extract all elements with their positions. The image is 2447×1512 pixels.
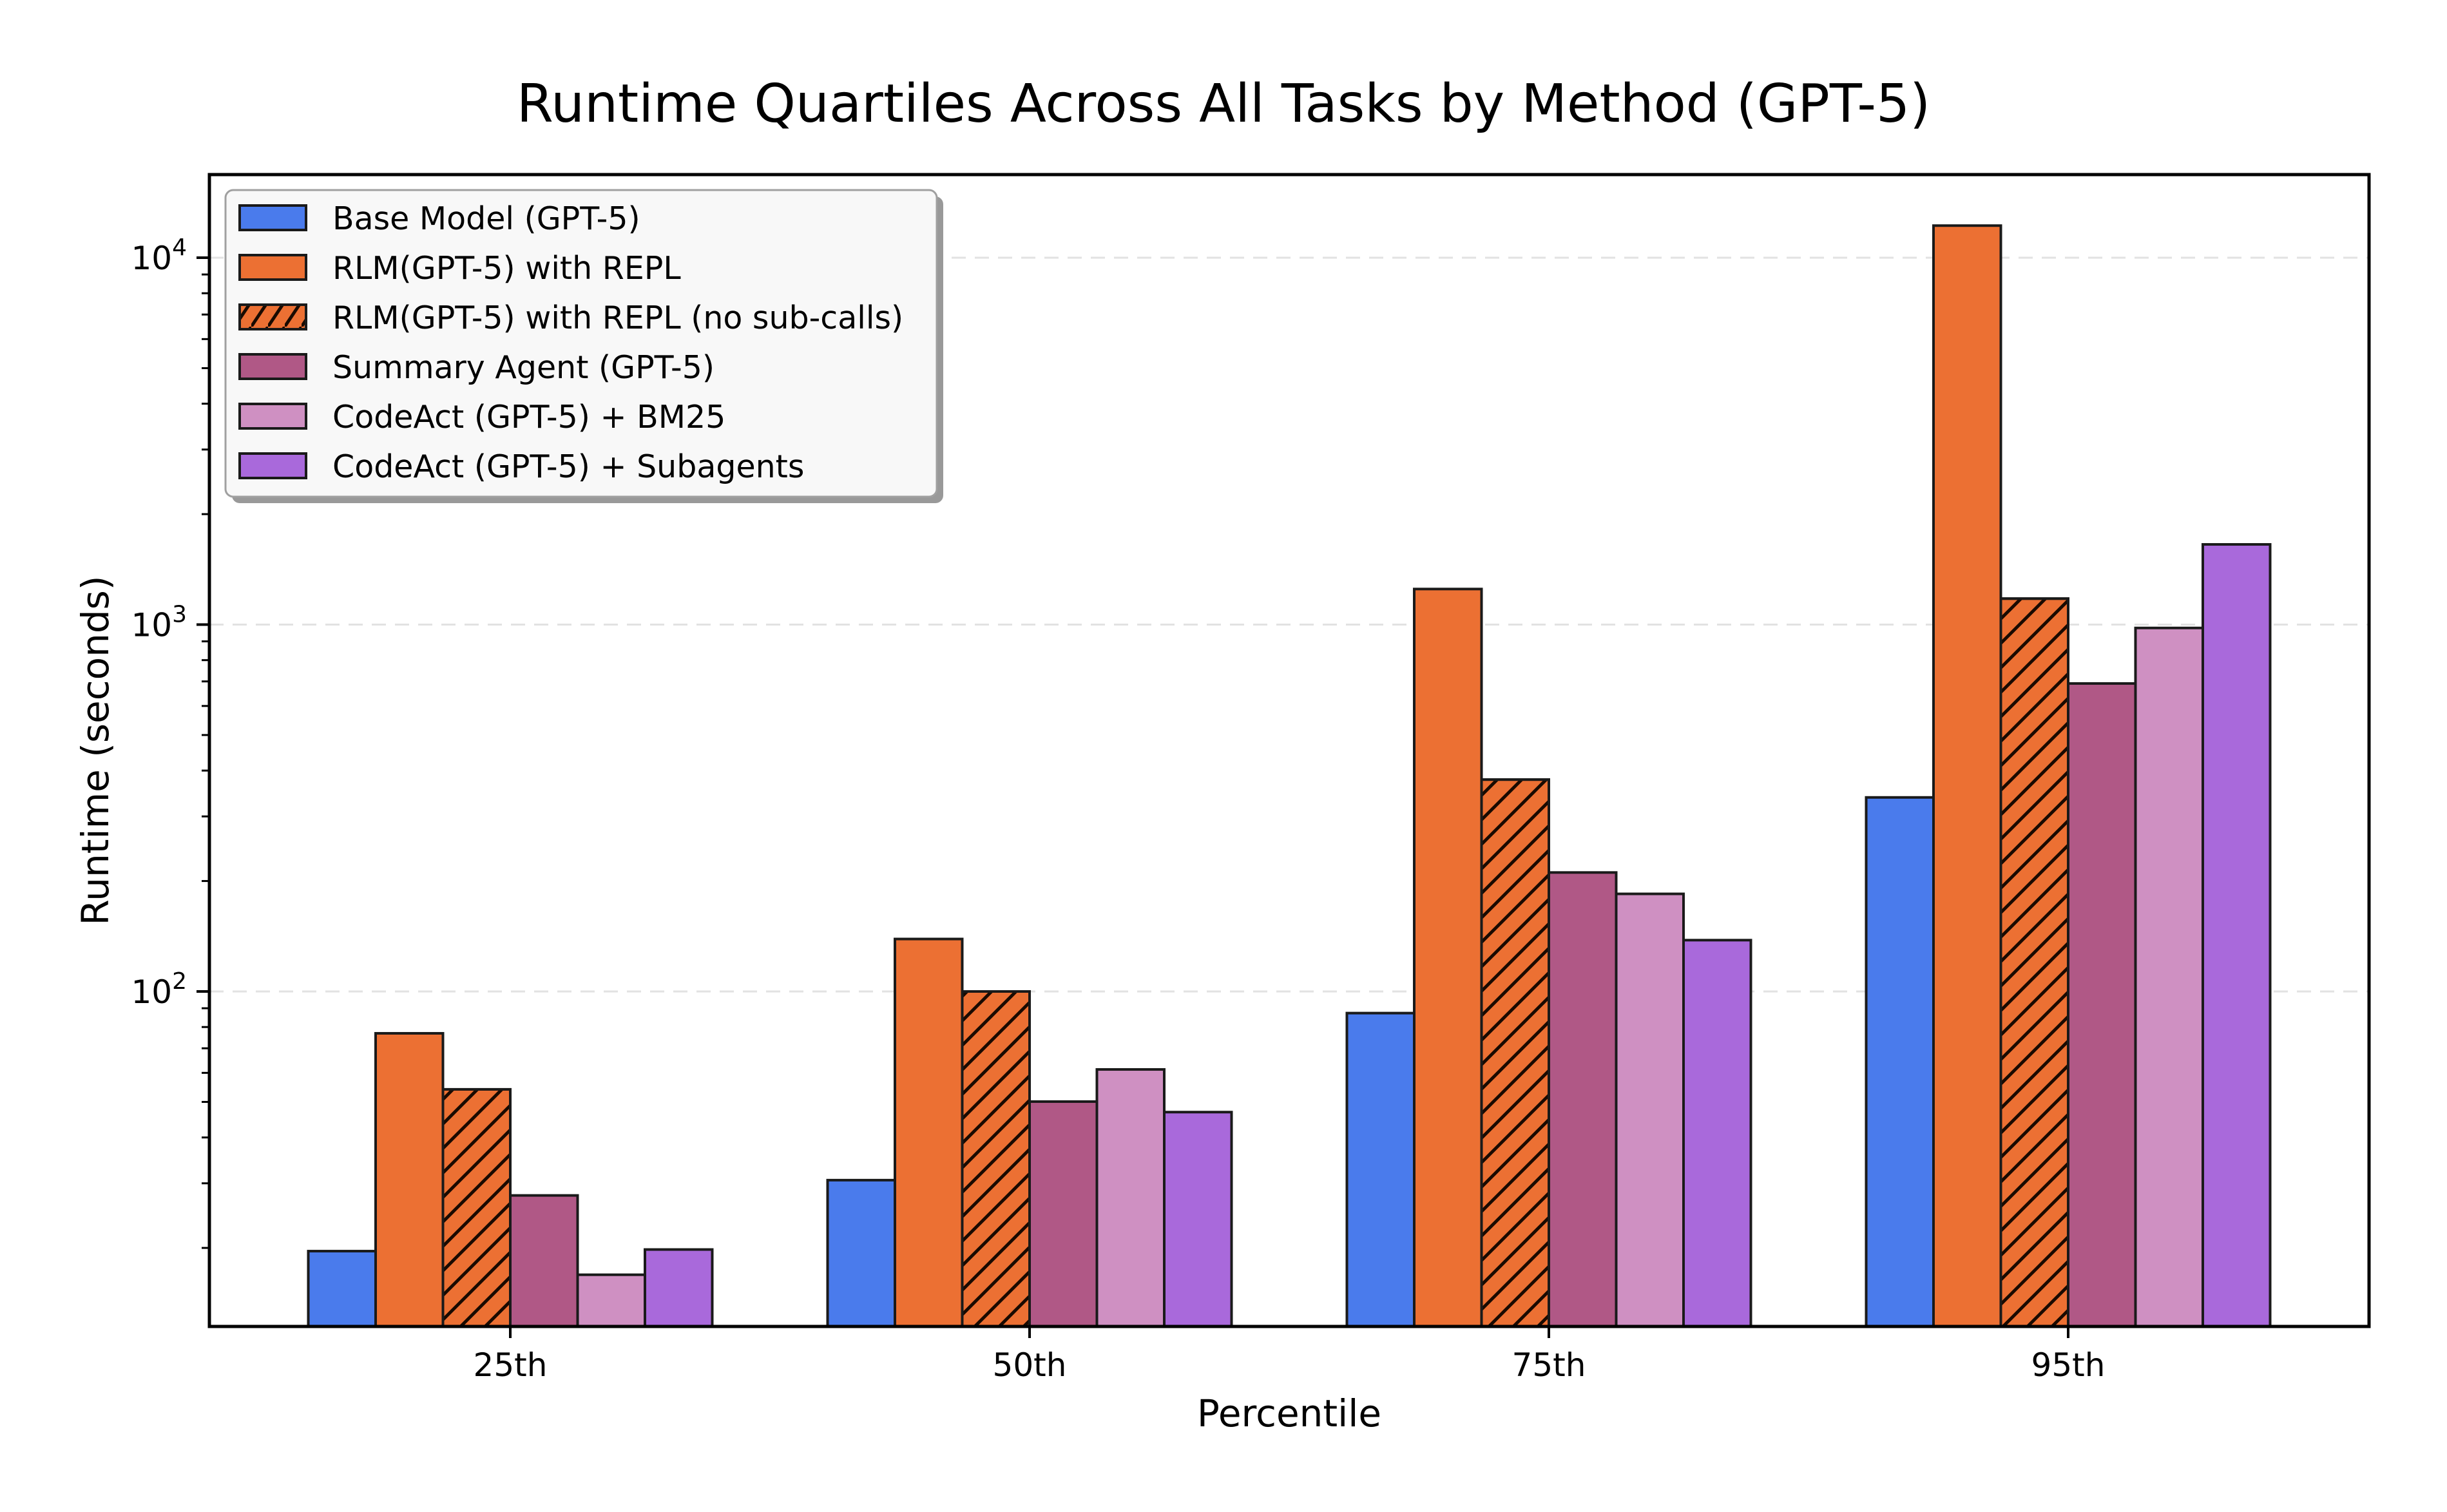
- x-axis-ticks: 25th 50th 75th 95th: [474, 1326, 2106, 1384]
- x-tick-label: 25th: [474, 1346, 548, 1384]
- y-axis-label: Runtime (seconds): [73, 575, 117, 925]
- legend-label: Base Model (GPT-5): [332, 200, 640, 237]
- y-axis-ticks: 102 103 104: [131, 234, 209, 1249]
- y-tick-label: 104: [131, 234, 187, 277]
- bar: [307, 1250, 377, 1328]
- bar-group-25th: [307, 1031, 714, 1328]
- legend-swatch: [238, 403, 307, 430]
- bar: [2202, 543, 2272, 1328]
- legend-label: RLM(GPT-5) with REPL: [332, 250, 681, 287]
- x-tick-label: 75th: [1512, 1346, 1586, 1384]
- legend-item: CodeAct (GPT-5) + BM25: [238, 399, 725, 435]
- bars: [307, 224, 2272, 1328]
- legend-swatch: [238, 452, 307, 479]
- bar: [1865, 796, 1935, 1328]
- legend-swatch-hatch: [238, 303, 307, 330]
- bar: [509, 1194, 579, 1328]
- y-tick-label: 102: [131, 968, 187, 1011]
- bar: [2067, 682, 2137, 1328]
- bar-hatch: [441, 1087, 512, 1328]
- bar: [644, 1248, 714, 1328]
- bar: [894, 937, 964, 1328]
- bar-group-50th: [826, 937, 1233, 1328]
- bar-hatch: [1480, 778, 1550, 1328]
- bar-group-95th: [1865, 224, 2272, 1328]
- x-tick-label: 50th: [993, 1346, 1067, 1384]
- legend-item: RLM(GPT-5) with REPL: [238, 250, 681, 287]
- legend-swatch: [238, 204, 307, 231]
- legend-box: [224, 189, 938, 498]
- legend-swatch: [238, 353, 307, 380]
- legend-item: Base Model (GPT-5): [238, 200, 640, 237]
- plot-frame: [207, 173, 2371, 1328]
- bar: [1095, 1068, 1166, 1328]
- legend-item: CodeAct (GPT-5) + Subagents: [238, 448, 804, 485]
- bar: [374, 1031, 445, 1328]
- legend-item: RLM(GPT-5) with REPL (no sub-calls): [238, 300, 903, 336]
- bar: [1413, 588, 1483, 1328]
- bar: [1932, 224, 2002, 1328]
- legend-swatch: [238, 254, 307, 281]
- bar: [1682, 939, 1752, 1328]
- legend: Base Model (GPT-5) RLM(GPT-5) with REPL RL…: [224, 189, 943, 503]
- bar: [1548, 871, 1618, 1328]
- legend-label: RLM(GPT-5) with REPL (no sub-calls): [332, 300, 903, 336]
- y-tick-label: 103: [131, 602, 187, 644]
- legend-item: Summary Agent (GPT-5): [238, 349, 715, 386]
- legend-label: CodeAct (GPT-5) + BM25: [332, 399, 725, 435]
- bar: [1615, 892, 1685, 1328]
- legend-label: CodeAct (GPT-5) + Subagents: [332, 448, 804, 485]
- bar: [1028, 1100, 1099, 1328]
- bar: [1345, 1011, 1415, 1328]
- legend-label: Summary Agent (GPT-5): [332, 349, 715, 386]
- chart-title: Runtime Quartiles Across All Tasks by Me…: [517, 73, 1930, 135]
- bar-group-75th: [1345, 588, 1752, 1328]
- bar: [1163, 1111, 1233, 1328]
- x-axis-label: Percentile: [1197, 1392, 1381, 1435]
- bar-hatch: [1999, 597, 2069, 1328]
- bar: [576, 1273, 646, 1328]
- bar: [826, 1178, 896, 1328]
- bar-hatch: [961, 990, 1031, 1328]
- bar: [2134, 626, 2204, 1328]
- x-tick-label: 95th: [2031, 1346, 2106, 1384]
